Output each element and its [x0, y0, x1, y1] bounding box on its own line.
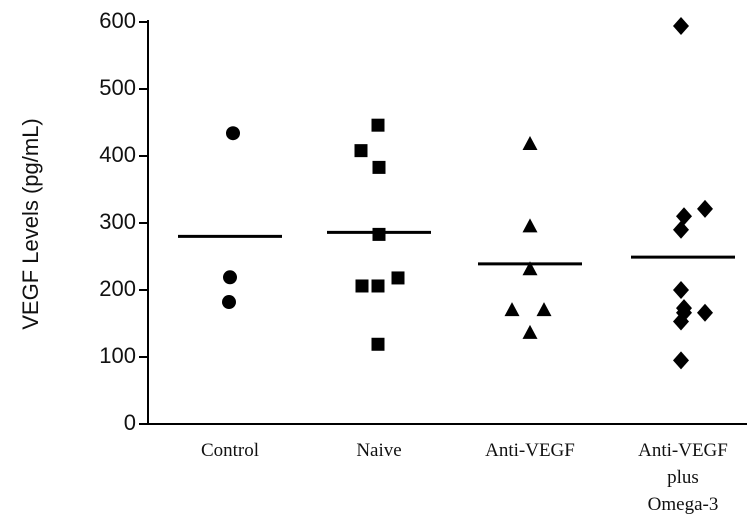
x-tick-label: Naive	[356, 440, 401, 461]
point	[371, 279, 385, 293]
point	[504, 302, 520, 317]
point	[522, 324, 538, 339]
point	[522, 135, 538, 150]
point	[697, 199, 713, 218]
x-tick-label-line: plus	[667, 467, 699, 488]
point	[522, 218, 538, 233]
x-tick-label-line: Omega-3	[648, 494, 719, 515]
point	[226, 126, 240, 141]
y-tick-label: 0	[124, 410, 136, 435]
point	[222, 295, 236, 310]
point	[697, 303, 713, 322]
y-tick-label: 100	[99, 343, 136, 368]
point	[673, 220, 689, 239]
y-tick-label: 500	[99, 75, 136, 100]
x-tick-label: Anti-VEGF plus Omega-3	[638, 440, 728, 515]
point	[354, 144, 368, 158]
y-tick-label: 300	[99, 209, 136, 234]
point	[522, 261, 538, 276]
x-tick-label-line: Anti-VEGF	[485, 440, 575, 461]
y-tick-label: 400	[99, 142, 136, 167]
x-tick-label-line: Anti-VEGF	[638, 440, 728, 461]
x-tick-label: Control	[201, 440, 259, 461]
point	[371, 118, 385, 132]
x-tick-label-line: Control	[201, 440, 259, 461]
point	[372, 227, 386, 241]
point	[355, 279, 369, 293]
point	[673, 312, 689, 331]
x-tick-label: Anti-VEGF	[485, 440, 575, 461]
point	[673, 351, 689, 370]
x-tick-label-line: Naive	[356, 440, 401, 461]
point	[391, 271, 405, 285]
point	[371, 337, 385, 351]
point	[673, 17, 689, 36]
y-tick-label: 200	[99, 276, 136, 301]
point	[536, 302, 552, 317]
point	[372, 160, 386, 174]
point	[223, 270, 237, 285]
point	[673, 281, 689, 299]
point	[676, 207, 692, 226]
y-tick-label: 600	[99, 8, 136, 33]
y-axis-label: VEGF Levels (pg/mL)	[18, 118, 43, 330]
